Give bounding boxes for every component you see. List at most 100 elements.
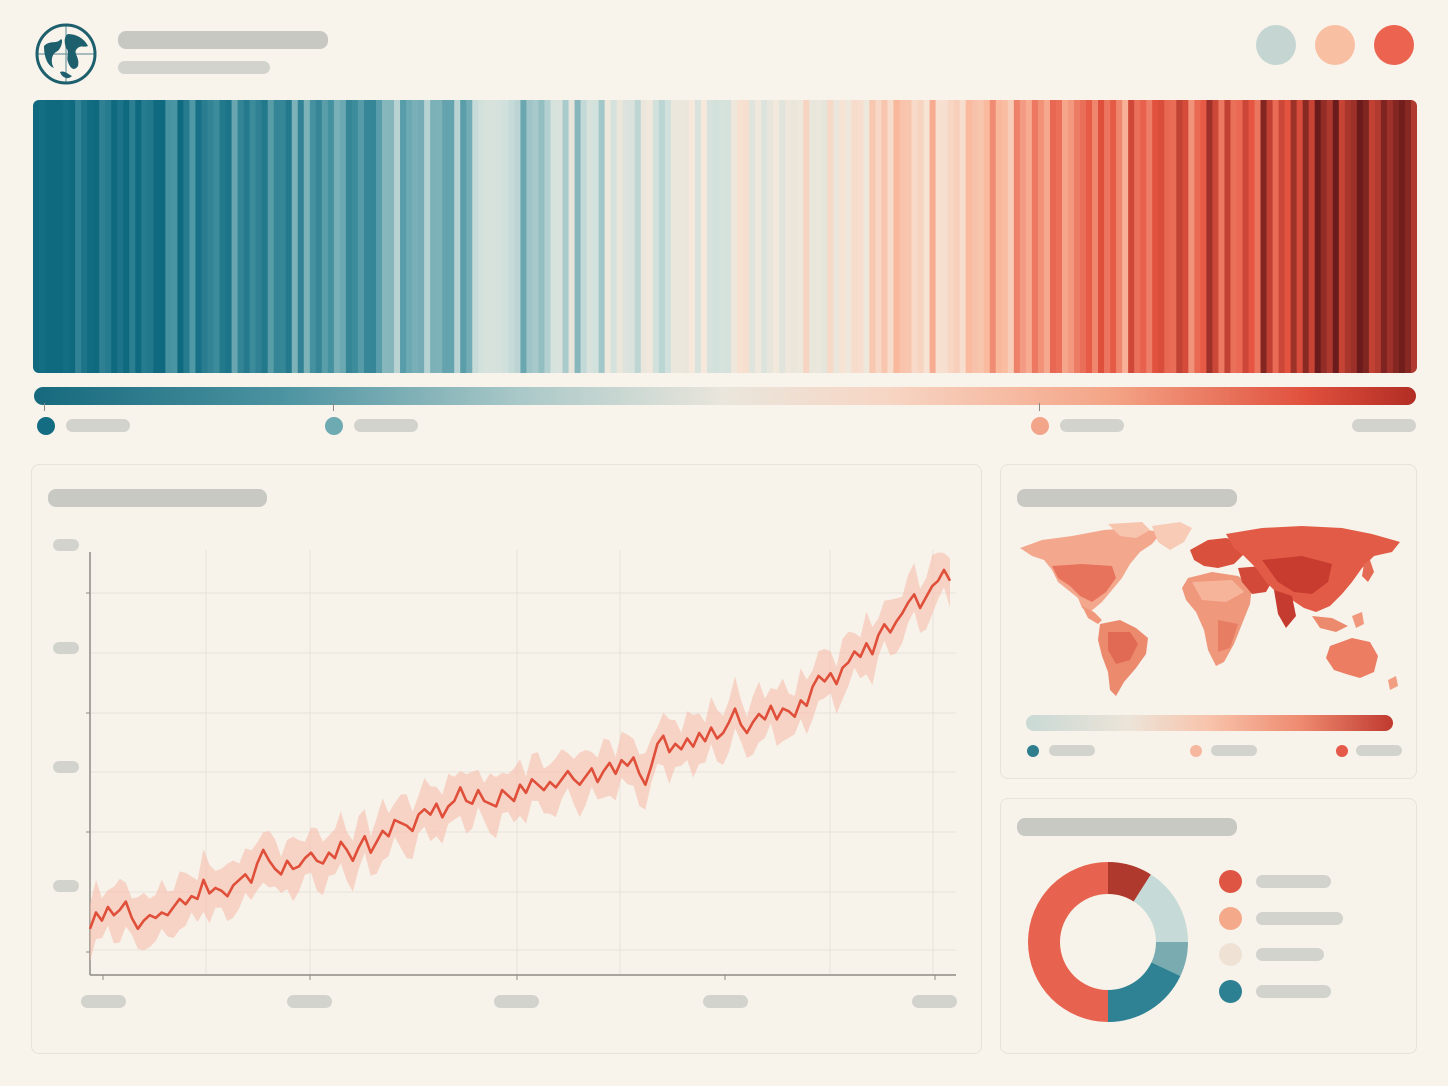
stripe-bar (839, 100, 846, 373)
stripe-bar (327, 100, 335, 373)
stripe-bar (63, 100, 70, 373)
stripe-bar (33, 100, 40, 373)
stripe-bar (1404, 100, 1412, 373)
stripe-bar (1356, 100, 1364, 373)
stripe-bar (694, 100, 702, 373)
stripe-bar (117, 100, 124, 373)
stripe-bar (1176, 100, 1183, 373)
stripe-bar (105, 100, 112, 373)
stripe-bar (213, 100, 221, 373)
stripe-bar (538, 100, 546, 373)
stripe-bar (1122, 100, 1129, 373)
stripe-bar (887, 100, 895, 373)
stripe-bar (321, 100, 329, 373)
stripe-bar (1170, 100, 1177, 373)
stripe-bar (1236, 100, 1244, 373)
legend-label (1256, 948, 1324, 961)
stripe-bar (791, 100, 798, 373)
y-tick-label (53, 761, 79, 773)
trend-chart (40, 520, 970, 1020)
stripe-bar (502, 100, 509, 373)
stripe-bar (1110, 100, 1117, 373)
stripe-bar (923, 100, 931, 373)
stripe-bar (1104, 100, 1111, 373)
stripe-bar (598, 100, 606, 373)
stripe-bar (382, 100, 389, 373)
app-subtitle (118, 61, 270, 74)
legend-label (1256, 985, 1331, 998)
stripe-bar (1013, 100, 1021, 373)
legend-label (1049, 745, 1095, 756)
stripe-bar (544, 100, 552, 373)
stripe-bar (851, 100, 858, 373)
theme-cool-button[interactable] (1256, 25, 1296, 65)
x-tick-label (287, 995, 332, 1008)
stripe-bar (947, 100, 955, 373)
stripe-bar (496, 100, 503, 373)
stripe-bar (1368, 100, 1376, 373)
stripe-bar (815, 100, 822, 373)
stripe-bar (1332, 100, 1340, 373)
stripe-bar (303, 100, 311, 373)
temperature-series-line (88, 568, 952, 931)
stripe-bar (375, 100, 383, 373)
stripe-bar (351, 100, 359, 373)
stripe-bar (1338, 100, 1346, 373)
stripe-bar (911, 100, 919, 373)
stripe-bar (400, 100, 407, 373)
stripe-bar (171, 100, 179, 373)
stripe-bar (989, 100, 997, 373)
x-tick-label (912, 995, 957, 1008)
globe-icon (35, 23, 97, 85)
stripe-bar (418, 100, 425, 373)
stripe-bar (267, 100, 275, 373)
theme-warm-button[interactable] (1315, 25, 1355, 65)
stripe-bar (749, 100, 756, 373)
stripe-bar (755, 100, 762, 373)
y-tick-label (53, 642, 79, 654)
stripe-bar (1206, 100, 1214, 373)
stripe-bar (297, 100, 305, 373)
legend-dot (325, 417, 343, 435)
stripe-bar (833, 100, 840, 373)
stripe-bar (899, 100, 907, 373)
theme-hot-button[interactable] (1374, 25, 1414, 65)
stripe-bar (1230, 100, 1238, 373)
stripe-bar (604, 100, 612, 373)
stripe-bar (261, 100, 269, 373)
stripe-bar (881, 100, 889, 373)
stripe-bar (1314, 100, 1322, 373)
world-map (1012, 520, 1407, 700)
stripe-bar (508, 100, 515, 373)
stripe-bar (1152, 100, 1159, 373)
stripe-bar (39, 100, 46, 373)
stripe-bar (1212, 100, 1220, 373)
stripe-bar (1308, 100, 1316, 373)
stripe-bar (51, 100, 58, 373)
stripe-bar (1200, 100, 1207, 373)
stripe-bar (141, 100, 148, 373)
donut-slice-3 (1151, 942, 1188, 977)
stripe-bar (688, 100, 696, 373)
stripe-bar (737, 100, 744, 373)
stripe-bar (189, 100, 197, 373)
stripe-bar (1272, 100, 1280, 373)
stripe-bar (718, 100, 726, 373)
stripe-bar (135, 100, 142, 373)
warming-stripes (33, 100, 1417, 373)
y-tick-label (53, 539, 79, 551)
stripe-bar (1398, 100, 1406, 373)
stripe-bar (159, 100, 166, 373)
stripe-bar (279, 100, 287, 373)
stripe-bar (1362, 100, 1370, 373)
stripe-bar (1218, 100, 1226, 373)
stripe-bar (785, 100, 792, 373)
x-tick-label (703, 995, 748, 1008)
stripe-bar (965, 100, 973, 373)
stripe-bar (255, 100, 263, 373)
stripe-bar (1410, 100, 1417, 373)
stripe-bar (767, 100, 774, 373)
stripe-bar (941, 100, 949, 373)
stripe-bar (1248, 100, 1256, 373)
stripe-bar (1278, 100, 1286, 373)
